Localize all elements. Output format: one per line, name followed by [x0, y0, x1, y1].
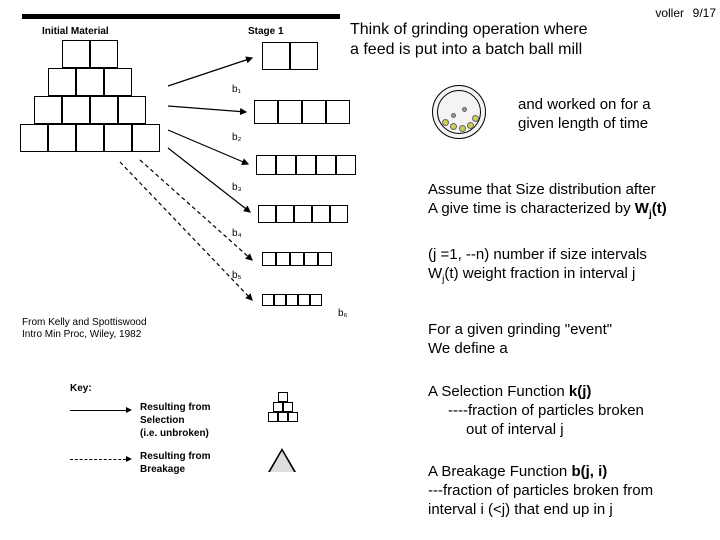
selfn-line2: ----fraction of particles broken — [448, 401, 644, 420]
b4-label: b₄ — [232, 228, 242, 239]
stage1-label: Stage 1 — [248, 26, 284, 37]
b1-label: b₁ — [232, 84, 241, 95]
b5-label: b₅ — [232, 270, 242, 281]
event-line2: We define a — [428, 339, 508, 358]
key-brk1: Resulting from — [140, 450, 211, 464]
key-triangle-inner — [270, 451, 294, 472]
worked-line1: and worked on for a — [518, 95, 651, 114]
key-sel3: (i.e. unbroken) — [140, 427, 209, 441]
interval-line2: Wj(t) weight fraction in interval j — [428, 264, 635, 289]
header-line1: Think of grinding operation where — [350, 20, 587, 40]
selfn-line3: out of interval j — [466, 420, 564, 439]
arrows-svg — [0, 40, 420, 360]
event-line1: For a given grinding "event" — [428, 320, 612, 339]
b6-label: b₆ — [338, 308, 348, 319]
page-number: 9/17 — [693, 6, 716, 20]
selfn-line1: A Selection Function k(j) — [428, 382, 591, 401]
key-sel1: Resulting from — [140, 401, 211, 415]
worked-line2: given length of time — [518, 114, 648, 133]
brkfn-line1: A Breakage Function b(j, i) — [428, 462, 607, 481]
key-solid-arrow — [70, 410, 126, 411]
header-rule — [22, 14, 340, 19]
brkfn-line3: interval i (<j) that end up in j — [428, 500, 613, 519]
key-solid-arrowhead — [126, 407, 132, 413]
key-title: Key: — [70, 382, 92, 396]
initial-material-label: Initial Material — [42, 26, 109, 37]
key-dashed-arrowhead — [126, 456, 132, 462]
ball-mill-icon — [432, 85, 492, 145]
key-dashed-arrow — [70, 459, 126, 460]
key-sel2: Selection — [140, 414, 184, 428]
author-label: voller — [655, 6, 684, 20]
b2-label: b₂ — [232, 132, 241, 143]
interval-line1: (j =1, --n) number if size intervals — [428, 245, 647, 264]
assume-line1: Assume that Size distribution after — [428, 180, 656, 199]
b3-label: b₃ — [232, 182, 242, 193]
brkfn-line2: ---fraction of particles broken from — [428, 481, 653, 500]
key-brk2: Breakage — [140, 463, 185, 477]
assume-line2: A give time is characterized by Wj(t) — [428, 199, 667, 224]
